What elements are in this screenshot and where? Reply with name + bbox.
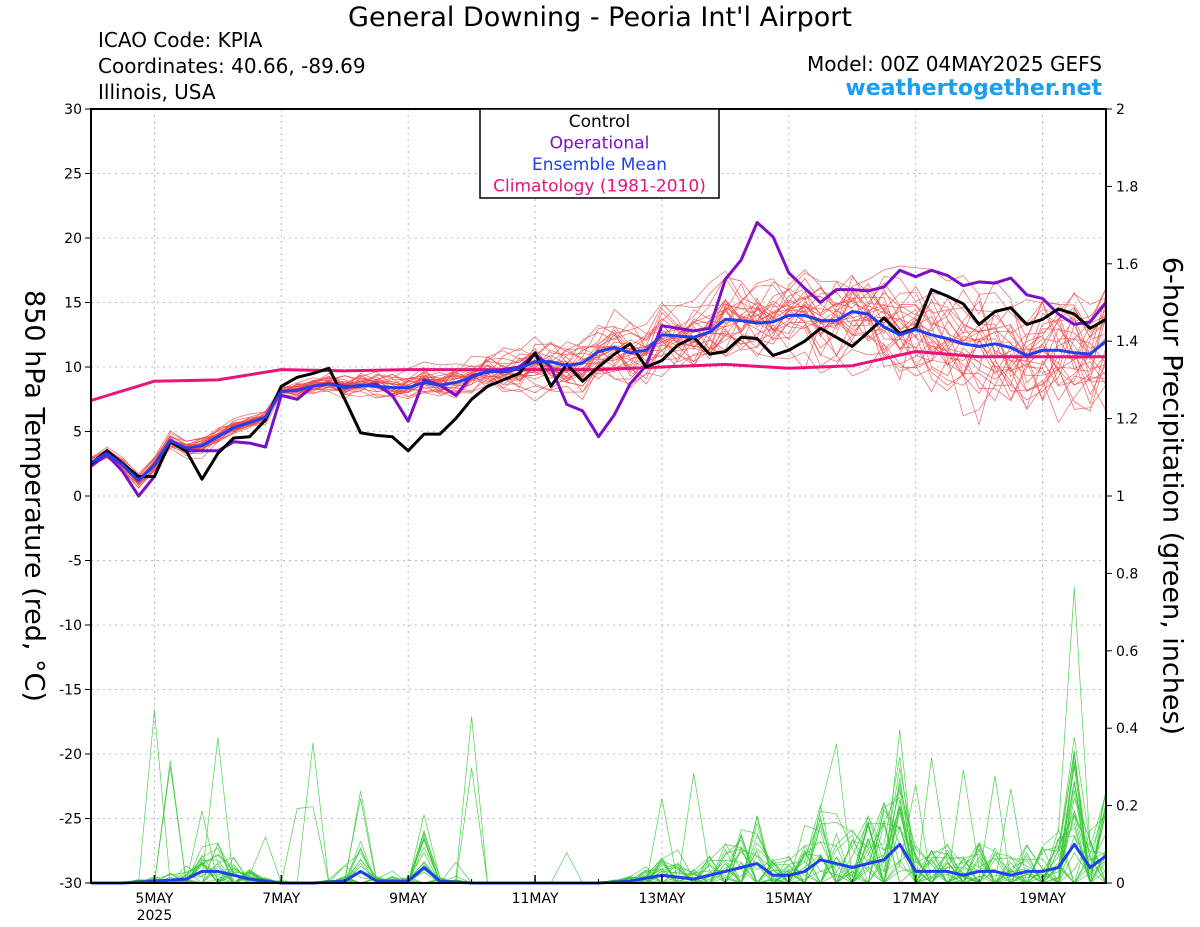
temperature-member-line: [90, 299, 1107, 489]
y-left-tick-label: 20: [64, 231, 82, 247]
y-right-tick-label: 1.2: [1116, 412, 1138, 428]
legend-entry: Operational: [550, 134, 650, 154]
temperature-member-line: [90, 293, 1107, 481]
legend-entry: Control: [569, 112, 630, 132]
temperature-member-line: [90, 292, 1107, 483]
y-right-tick-label: 0.6: [1116, 644, 1138, 660]
x-tick-label: 15MAY: [765, 891, 812, 907]
temperature-member-line: [90, 276, 1107, 482]
x-tick-label: 5MAY: [135, 891, 173, 907]
x-tick-label: 11MAY: [512, 891, 559, 907]
precipitation-member-line: [91, 758, 1107, 884]
icao-code: ICAO Code: KPIA: [98, 28, 263, 52]
y-right-tick-label: 2: [1116, 102, 1125, 118]
plot-frame: [90, 108, 1107, 884]
precipitation-members: [91, 587, 1107, 885]
y-right-tick-label: 0.4: [1116, 721, 1138, 737]
climatology-line: [90, 350, 1106, 402]
y-left-tick-label: 10: [64, 360, 82, 376]
temperature-member-line: [90, 303, 1107, 478]
x-tick-label: 19MAY: [1019, 891, 1066, 907]
operational-line: [90, 221, 1108, 498]
y-right-tick-label: 1.8: [1116, 179, 1138, 195]
temperature-member-line: [90, 287, 1107, 485]
temperature-member-line: [90, 297, 1107, 489]
model-run: Model: 00Z 04MAY2025 GEFS: [807, 52, 1102, 76]
y-left-tick-label: -15: [59, 683, 82, 699]
ensemble-mean-line: [90, 310, 1107, 482]
x-tick-label: 7MAY: [262, 891, 300, 907]
precipitation-member-line: [91, 781, 1107, 885]
axes: 302520151050-5-10-15-20-25-3021.81.61.41…: [59, 102, 1138, 924]
precipitation-member-line: [91, 756, 1107, 884]
control-line: [90, 288, 1107, 481]
temperature-member-line: [90, 281, 1107, 485]
y-right-tick-label: 1.4: [1116, 334, 1138, 350]
y-left-tick-label: -25: [59, 812, 82, 828]
region: Illinois, USA: [98, 80, 216, 104]
y-left-tick-label: -30: [59, 876, 82, 892]
grid: [91, 109, 1106, 883]
chart-title: General Downing - Peoria Int'l Airport: [348, 2, 852, 33]
y-right-tick-label: 1: [1116, 489, 1125, 505]
main-series: [90, 221, 1108, 885]
y-right-tick-label: 0: [1116, 876, 1125, 892]
y-left-tick-label: -20: [59, 747, 82, 763]
y-left-tick-label: 30: [64, 102, 82, 118]
y-right-tick-label: 0.2: [1116, 799, 1138, 815]
x-tick-year-label: 2025: [137, 908, 173, 924]
temperature-member-line: [90, 288, 1107, 482]
coordinates: Coordinates: 40.66, -89.69: [98, 54, 366, 78]
y-left-tick-label: 25: [64, 167, 82, 183]
y-right-tick-label: 1.6: [1116, 257, 1138, 273]
legend-box: [479, 108, 720, 199]
x-tick-label: 9MAY: [389, 891, 427, 907]
temperature-member-line: [90, 291, 1107, 479]
x-tick-label: 13MAY: [638, 891, 685, 907]
precipitation-member-line: [91, 751, 1106, 884]
precipitation-member-line: [91, 781, 1107, 884]
precipitation-member-line: [91, 750, 1107, 884]
precipitation-member-line: [91, 755, 1107, 884]
temperature-member-line: [90, 288, 1107, 484]
y-left-tick-label: -5: [68, 554, 82, 570]
legend-entry: Ensemble Mean: [532, 155, 667, 175]
y-left-tick-label: 0: [73, 489, 82, 505]
y-right-tick-label: 0.8: [1116, 566, 1138, 582]
temperature-member-line: [90, 296, 1107, 477]
y-left-tick-label: 5: [73, 425, 82, 441]
precipitation-member-line: [91, 804, 1107, 884]
y-left-tick-label: 15: [64, 296, 82, 312]
temperature-member-line: [90, 306, 1107, 482]
site-link[interactable]: weathertogether.net: [845, 76, 1102, 101]
x-tick-label: 17MAY: [892, 891, 939, 907]
y-left-tick-label: -10: [59, 618, 82, 634]
legend-entry: Climatology (1981-2010): [493, 177, 706, 197]
